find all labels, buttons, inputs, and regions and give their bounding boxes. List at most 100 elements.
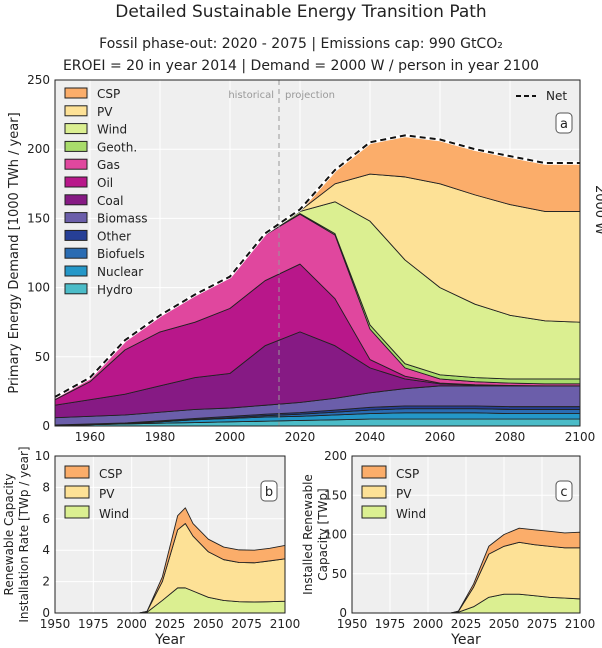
- y-tick-label: 6: [42, 512, 50, 526]
- panel-label-box: [260, 480, 278, 502]
- legend-swatch: [64, 505, 90, 519]
- y-axis-label: Renewable Capacity: [2, 474, 16, 596]
- y-axis-label: Installation Rate [TWp / year]: [17, 446, 31, 622]
- legend-swatch: [64, 87, 88, 99]
- y-tick-label: 200: [27, 142, 50, 156]
- x-tick-label: 2080: [495, 430, 526, 444]
- chart-subtitle-2: EROEI = 20 in year 2014 | Demand = 2000 …: [62, 58, 540, 74]
- y-tick-label: 8: [42, 480, 50, 494]
- right-axis-label: 2000 W: [592, 185, 602, 235]
- legend-label: Oil: [97, 176, 113, 190]
- y-tick-label: 0: [42, 606, 50, 620]
- panel-label-box: [555, 480, 573, 502]
- x-tick-label: 2075: [231, 617, 262, 631]
- legend-label: PV: [396, 487, 412, 501]
- chart-subtitle-1: Fossil phase-out: 2020 - 2075 | Emission…: [99, 36, 503, 52]
- y-axis-label: Primary Energy Demand [1000 TWh / year]: [7, 112, 22, 393]
- panel-b: 1950 1975 2000 2025 2050 2075 2100 0 2 4 6 8 10 b CSP P…: [2, 446, 300, 648]
- x-tick-label: 2100: [565, 430, 596, 444]
- legend-net-label: Net: [546, 89, 567, 103]
- projection-label: projection: [285, 90, 335, 101]
- legend-label: Nuclear: [97, 265, 143, 279]
- historical-label: historical: [228, 90, 274, 101]
- legend-swatch: [361, 505, 387, 519]
- y-tick-label: 10: [35, 449, 50, 463]
- legend-label: PV: [99, 487, 115, 501]
- legend-label: CSP: [97, 87, 120, 101]
- chart-title: Detailed Sustainable Energy Transition P…: [115, 2, 487, 22]
- y-tick-label: 100: [27, 281, 50, 295]
- x-axis-label: Year: [154, 632, 185, 648]
- legend-swatch: [64, 176, 88, 188]
- x-tick-label: 1960: [75, 430, 106, 444]
- x-tick-label: 2050: [193, 617, 224, 631]
- x-tick-label: 2000: [413, 617, 444, 631]
- legend-label: Biofuels: [97, 247, 145, 261]
- x-tick-label: 2025: [155, 617, 186, 631]
- legend-label: CSP: [396, 467, 419, 481]
- y-tick-label: 0: [339, 606, 347, 620]
- legend-label: Biomass: [97, 212, 147, 226]
- legend-swatch: [361, 465, 387, 479]
- legend-label: Geoth.: [97, 140, 137, 154]
- legend-swatch: [64, 485, 90, 499]
- x-tick-label: 1980: [145, 430, 176, 444]
- x-tick-label: 2000: [215, 430, 246, 444]
- y-tick-label: 2: [42, 575, 50, 589]
- x-tick-label: 2100: [270, 617, 301, 631]
- legend-swatch: [64, 105, 88, 117]
- x-tick-label: 2000: [116, 617, 147, 631]
- y-tick-label: 200: [324, 449, 347, 463]
- x-axis-label: Year: [450, 632, 481, 648]
- x-tick-label: 2050: [489, 617, 520, 631]
- legend-swatch: [64, 465, 90, 479]
- legend-label: Wind: [99, 507, 129, 521]
- y-tick-label: 50: [332, 567, 347, 581]
- legend-label: Other: [97, 229, 131, 243]
- y-tick-label: 150: [324, 488, 347, 502]
- legend-label: Gas: [97, 158, 120, 172]
- plot-frame: [351, 455, 581, 614]
- plot-frame: [54, 455, 286, 614]
- legend-swatch: [64, 212, 88, 224]
- legend-label: CSP: [99, 467, 122, 481]
- legend-label: PV: [97, 105, 113, 119]
- panel-label: b: [265, 485, 273, 500]
- x-tick-label: 2025: [451, 617, 482, 631]
- net-line: [54, 134, 580, 398]
- x-tick-label: 1950: [40, 617, 71, 631]
- panel-label: c: [560, 485, 567, 500]
- x-tick-label: 1975: [78, 617, 109, 631]
- panel-label: a: [560, 117, 568, 132]
- y-axis-label: Capacity [TWp]: [316, 488, 330, 580]
- legend-swatch: [64, 194, 88, 206]
- y-tick-label: 0: [42, 419, 50, 433]
- panel-c: 1950 1975 2000 2025 2050 2075 2100 0 50 100 150 200…: [301, 449, 595, 648]
- x-tick-label: 2100: [565, 617, 596, 631]
- x-tick-label: 2060: [425, 430, 456, 444]
- legend-swatch: [64, 140, 88, 152]
- legend-swatch: [361, 485, 387, 499]
- panel-a: 1960 1980 2000 2020 2040 2060 2080 2100 0 50 100 15…: [7, 73, 602, 444]
- y-tick-label: 100: [324, 528, 347, 542]
- x-tick-label: 1950: [337, 617, 368, 631]
- y-tick-label: 50: [35, 350, 50, 364]
- legend-swatch: [64, 265, 88, 277]
- y-tick-label: 150: [27, 211, 50, 225]
- legend-swatch: [64, 158, 88, 170]
- panel-label-box: [555, 112, 573, 134]
- y-axis-label: Installed Renewable: [301, 474, 315, 595]
- x-tick-label: 2040: [355, 430, 386, 444]
- legend-label: Wind: [97, 123, 127, 137]
- y-tick-label: 250: [27, 73, 50, 87]
- legend-label: Hydro: [97, 283, 133, 297]
- x-tick-label: 2075: [527, 617, 558, 631]
- legend-swatch: [64, 229, 88, 241]
- legend-swatch: [64, 283, 88, 295]
- x-tick-label: 2020: [285, 430, 316, 444]
- legend-label: Wind: [396, 507, 426, 521]
- legend-swatch: [64, 247, 88, 259]
- legend-label: Coal: [97, 194, 123, 208]
- x-tick-label: 1975: [375, 617, 406, 631]
- y-tick-label: 4: [42, 543, 50, 557]
